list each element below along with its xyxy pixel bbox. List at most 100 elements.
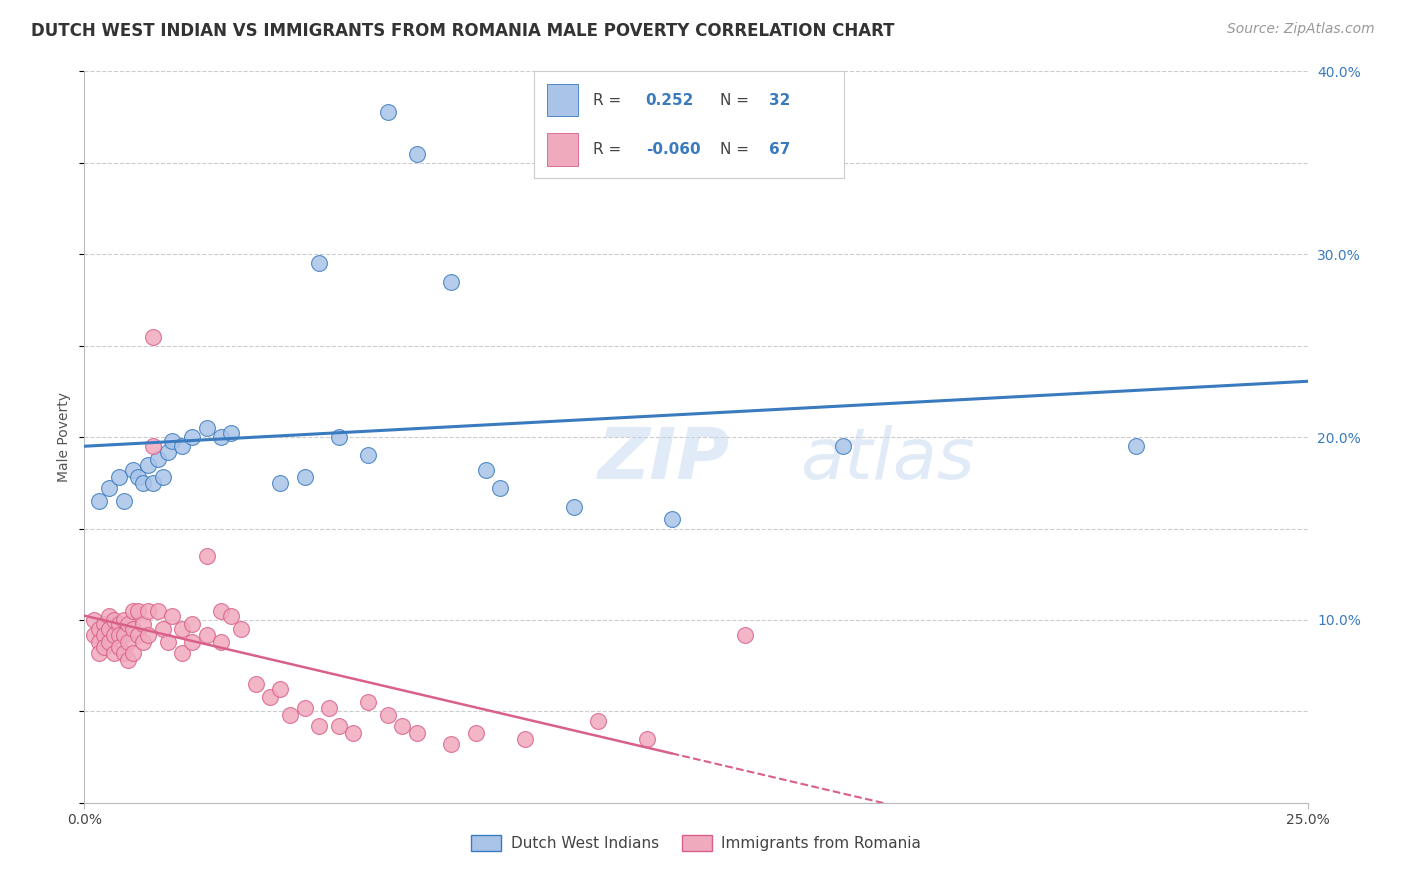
Point <box>229 622 252 636</box>
Point <box>245 677 267 691</box>
Point <box>132 635 155 649</box>
Point <box>562 500 585 514</box>
Point <box>661 512 683 526</box>
Point <box>87 622 110 636</box>
Point <box>195 549 218 563</box>
Point <box>146 604 169 618</box>
Point <box>342 726 364 740</box>
Point <box>156 635 179 649</box>
Point <box>219 609 242 624</box>
Y-axis label: Male Poverty: Male Poverty <box>58 392 72 482</box>
Point <box>464 726 486 740</box>
Point <box>156 444 179 458</box>
Point <box>328 430 350 444</box>
Point <box>97 609 120 624</box>
Point <box>117 653 139 667</box>
Point <box>308 256 330 270</box>
Point <box>278 708 301 723</box>
Point <box>93 627 115 641</box>
Point <box>87 494 110 508</box>
Point <box>122 622 145 636</box>
Point <box>209 604 232 618</box>
Point <box>142 329 165 343</box>
Point <box>440 737 463 751</box>
Text: atlas: atlas <box>800 425 974 493</box>
Point <box>172 622 194 636</box>
Point <box>513 731 536 746</box>
Text: 0.252: 0.252 <box>645 93 695 108</box>
Point <box>117 635 139 649</box>
Point <box>406 726 429 740</box>
Point <box>112 494 135 508</box>
Point <box>132 616 155 631</box>
Point <box>489 481 512 495</box>
Text: -0.060: -0.060 <box>645 142 700 157</box>
Point <box>132 475 155 490</box>
Text: ZIP: ZIP <box>598 425 730 493</box>
Point <box>127 470 149 484</box>
Point <box>107 470 129 484</box>
Point <box>127 604 149 618</box>
Point <box>97 622 120 636</box>
Point <box>83 613 105 627</box>
Point <box>142 475 165 490</box>
Bar <box>547 84 578 116</box>
Point <box>209 430 232 444</box>
Text: 32: 32 <box>769 93 790 108</box>
Point <box>122 646 145 660</box>
Point <box>127 627 149 641</box>
Point <box>162 434 184 448</box>
Point <box>117 616 139 631</box>
Point <box>152 622 174 636</box>
Point <box>294 700 316 714</box>
Bar <box>547 134 578 166</box>
Point <box>136 458 159 472</box>
Point <box>294 470 316 484</box>
Point <box>103 613 125 627</box>
Point <box>181 616 204 631</box>
Point <box>112 646 135 660</box>
Point <box>195 421 218 435</box>
Point <box>146 452 169 467</box>
Point <box>122 463 145 477</box>
Point <box>162 609 184 624</box>
Point <box>136 627 159 641</box>
Point <box>83 627 105 641</box>
Point <box>87 646 110 660</box>
Point <box>586 714 609 728</box>
Point <box>406 146 429 161</box>
Point <box>142 439 165 453</box>
Point <box>377 708 399 723</box>
Point <box>87 635 110 649</box>
Text: 67: 67 <box>769 142 790 157</box>
Point <box>93 640 115 655</box>
Point <box>259 690 281 704</box>
Point <box>440 275 463 289</box>
Point <box>103 646 125 660</box>
Point <box>181 430 204 444</box>
Point <box>107 627 129 641</box>
Point <box>172 439 194 453</box>
Point <box>357 695 380 709</box>
Point <box>308 719 330 733</box>
Point <box>195 627 218 641</box>
Point <box>103 627 125 641</box>
Point <box>219 426 242 441</box>
Point <box>474 463 496 477</box>
Point <box>172 646 194 660</box>
Point <box>1125 439 1147 453</box>
Point <box>357 448 380 462</box>
Point <box>97 635 120 649</box>
Text: N =: N = <box>720 142 754 157</box>
Point <box>734 627 756 641</box>
Point <box>391 719 413 733</box>
Point <box>377 104 399 119</box>
Text: R =: R = <box>593 93 626 108</box>
Point <box>269 682 291 697</box>
Point <box>636 731 658 746</box>
Point <box>107 616 129 631</box>
Text: N =: N = <box>720 93 754 108</box>
Legend: Dutch West Indians, Immigrants from Romania: Dutch West Indians, Immigrants from Roma… <box>464 830 928 857</box>
Point <box>318 700 340 714</box>
Point <box>328 719 350 733</box>
